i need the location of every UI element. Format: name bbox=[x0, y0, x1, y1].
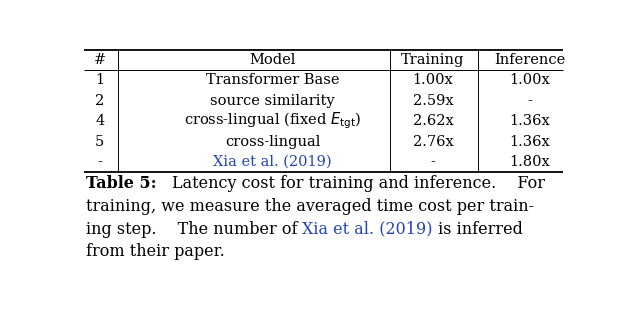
Text: 5: 5 bbox=[95, 135, 104, 149]
Text: Transformer Base: Transformer Base bbox=[206, 73, 339, 87]
Text: 2.76x: 2.76x bbox=[413, 135, 454, 149]
Text: cross-lingual (fixed $E_{\mathrm{tgt}}$): cross-lingual (fixed $E_{\mathrm{tgt}}$) bbox=[184, 111, 361, 131]
Text: source similarity: source similarity bbox=[210, 94, 335, 108]
Text: 1: 1 bbox=[95, 73, 104, 87]
Text: #: # bbox=[93, 53, 106, 67]
Text: 1.80x: 1.80x bbox=[510, 155, 550, 169]
Text: ing step.  The number of: ing step. The number of bbox=[86, 221, 302, 238]
Text: 2.59x: 2.59x bbox=[413, 94, 453, 108]
Text: is inferred: is inferred bbox=[433, 221, 523, 238]
Text: 1.36x: 1.36x bbox=[510, 135, 550, 149]
Text: 1.36x: 1.36x bbox=[510, 114, 550, 128]
Text: Xia et al. (2019): Xia et al. (2019) bbox=[302, 221, 433, 238]
Text: Xia et al. (2019): Xia et al. (2019) bbox=[213, 155, 332, 169]
Text: cross-lingual: cross-lingual bbox=[225, 135, 321, 149]
Text: 2.62x: 2.62x bbox=[413, 114, 454, 128]
Text: Inference: Inference bbox=[494, 53, 565, 67]
Text: -: - bbox=[430, 155, 435, 169]
Text: Model: Model bbox=[249, 53, 296, 67]
Text: Latency cost for training and inference.  For: Latency cost for training and inference.… bbox=[156, 175, 545, 192]
Text: from their paper.: from their paper. bbox=[86, 243, 225, 260]
Text: training, we measure the averaged time cost per train-: training, we measure the averaged time c… bbox=[86, 198, 534, 215]
Text: Training: Training bbox=[401, 53, 465, 67]
Text: 1.00x: 1.00x bbox=[510, 73, 550, 87]
Text: Table 5:: Table 5: bbox=[86, 175, 156, 192]
Text: 1.00x: 1.00x bbox=[413, 73, 454, 87]
Text: -: - bbox=[528, 94, 533, 108]
Text: 2: 2 bbox=[95, 94, 104, 108]
Text: -: - bbox=[97, 155, 102, 169]
Text: 4: 4 bbox=[95, 114, 104, 128]
